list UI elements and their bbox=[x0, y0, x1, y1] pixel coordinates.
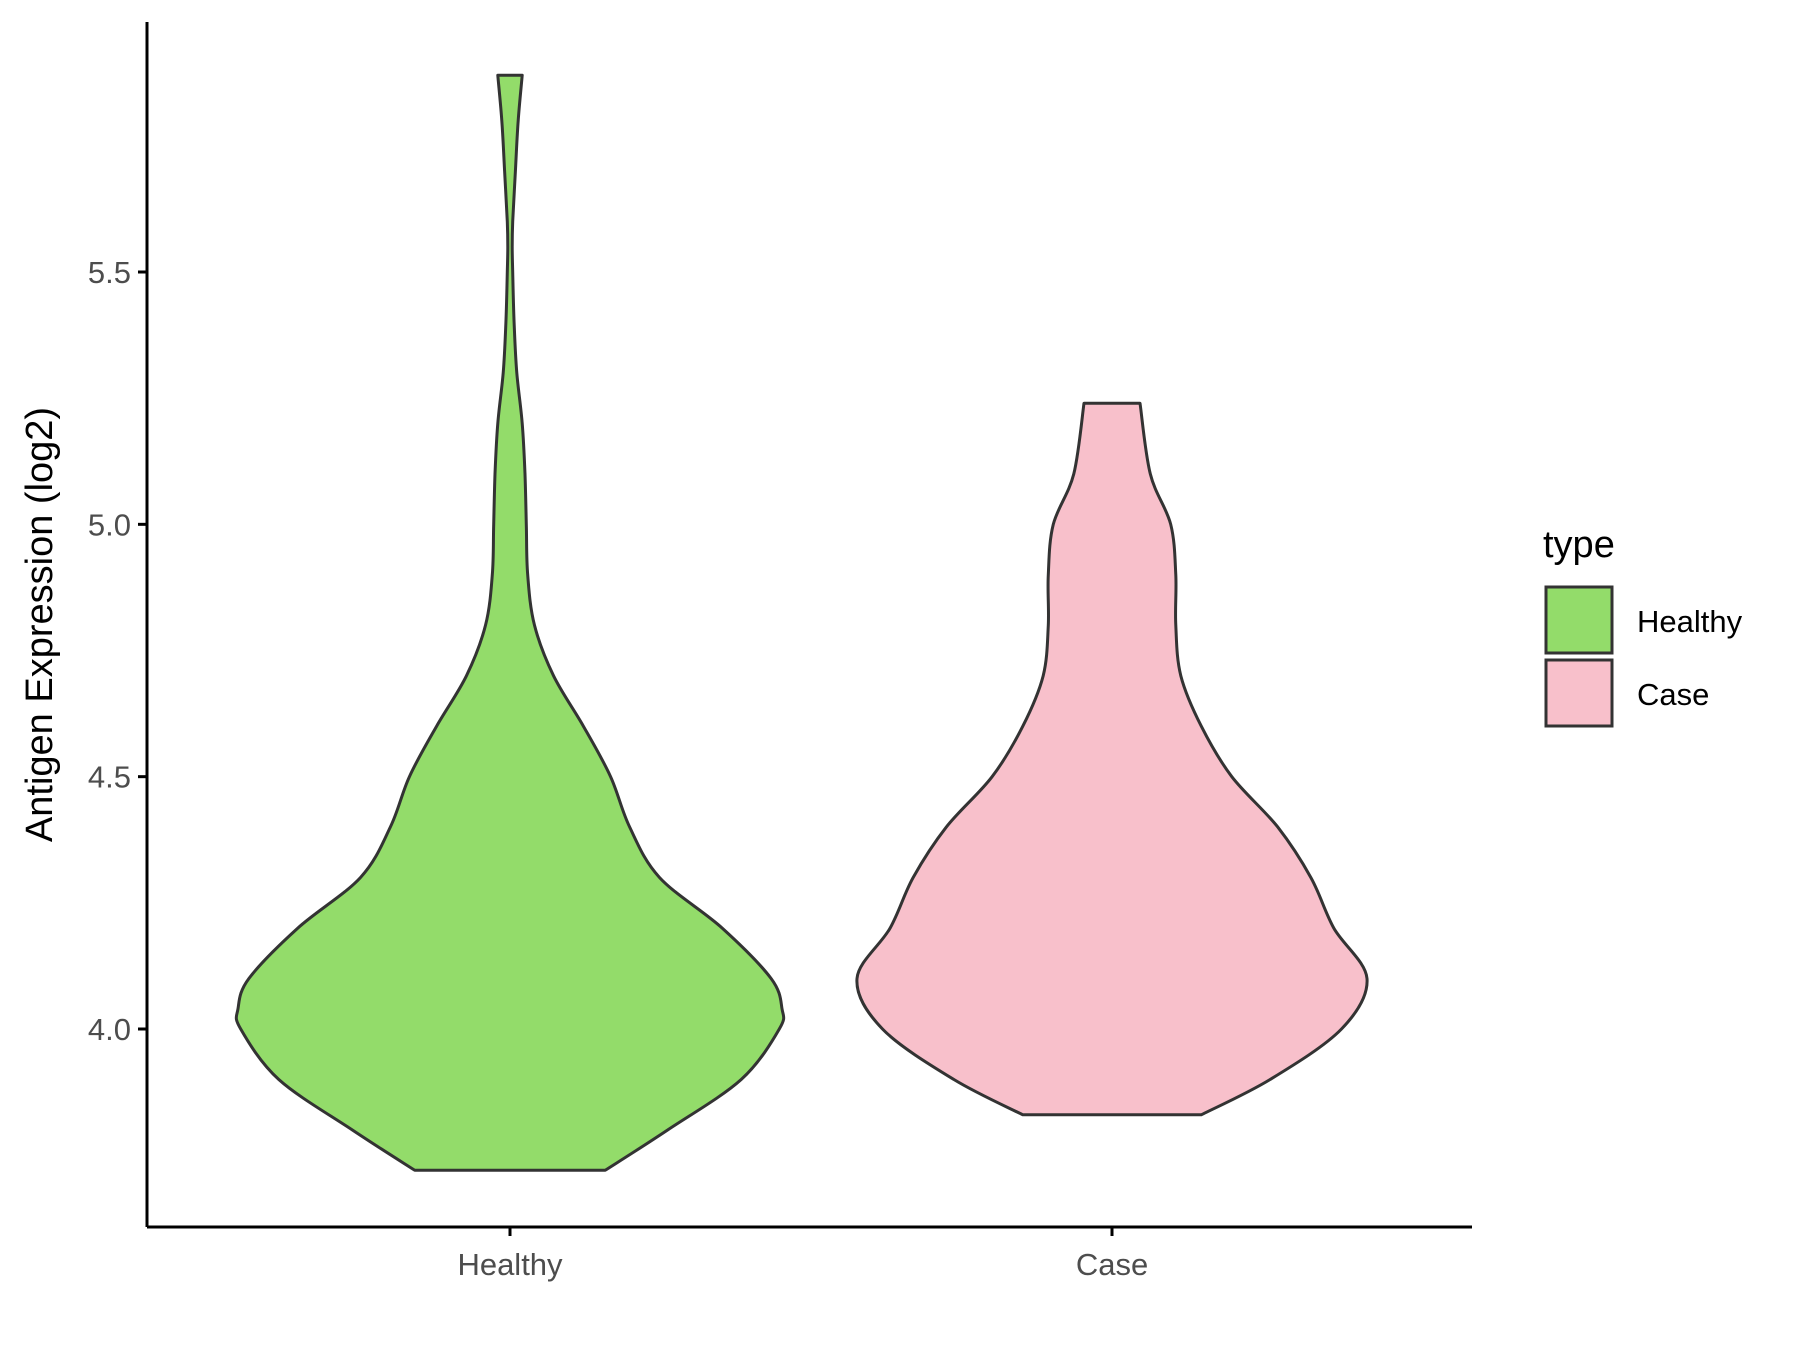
violin-layer bbox=[234, 73, 1369, 1172]
legend-key-healthy bbox=[1544, 585, 1614, 655]
y-axis-title: Antigen Expression (log2) bbox=[19, 407, 61, 842]
y-tick-label: 4.5 bbox=[88, 760, 131, 795]
legend-label-healthy: Healthy bbox=[1637, 604, 1743, 639]
violin-case bbox=[855, 401, 1369, 1117]
x-axis-ticks: Healthy Case bbox=[457, 1227, 1148, 1282]
y-tick-label: 4.0 bbox=[88, 1012, 131, 1047]
violin-healthy bbox=[234, 73, 786, 1172]
legend: type Healthy Case bbox=[1543, 524, 1743, 728]
y-tick-label: 5.5 bbox=[88, 255, 131, 290]
legend-title: type bbox=[1543, 524, 1615, 566]
y-axis-ticks: 4.0 4.5 5.0 5.5 bbox=[88, 255, 147, 1047]
y-tick-label: 5.0 bbox=[88, 507, 131, 542]
x-tick-label: Healthy bbox=[457, 1247, 563, 1282]
legend-label-case: Case bbox=[1637, 677, 1709, 712]
legend-key-case bbox=[1544, 658, 1614, 728]
x-tick-label: Case bbox=[1076, 1247, 1148, 1282]
